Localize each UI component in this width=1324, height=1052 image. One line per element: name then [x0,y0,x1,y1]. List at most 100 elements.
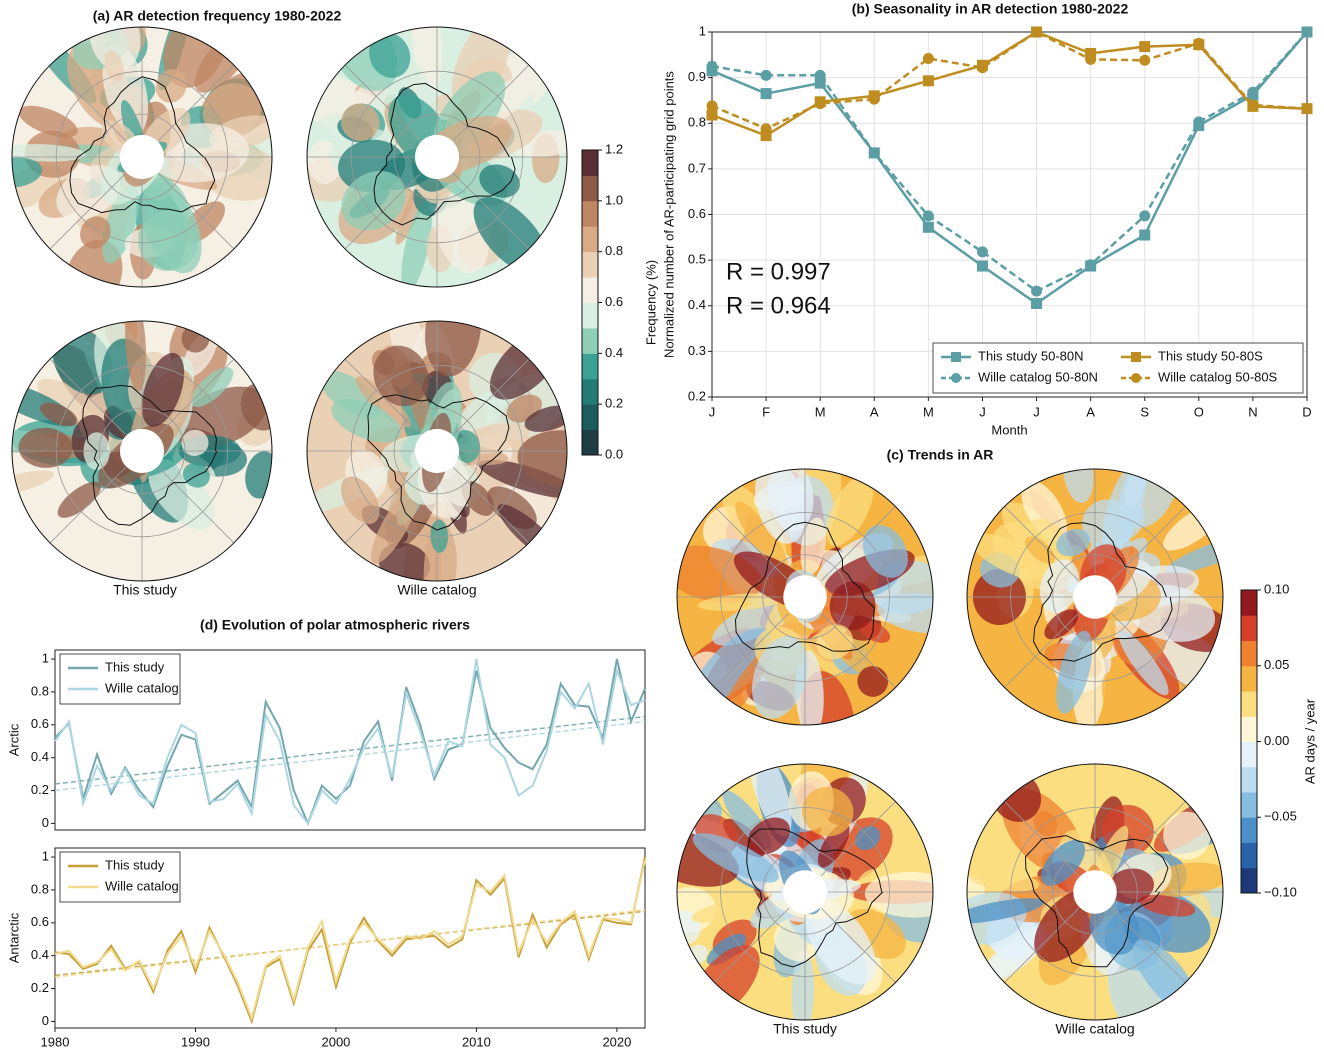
y-tick-label: 0.8 [31,683,49,698]
colorbar-segment [1241,691,1257,717]
map-texture [791,949,814,1020]
map-texture [967,898,1045,924]
map-texture [331,398,401,443]
colorbar-segment [1241,741,1257,768]
map [12,27,272,287]
colorbar-tick-label: 0.05 [1264,657,1289,672]
map-texture [341,170,406,231]
coastline [746,828,884,968]
y-tick-label: 0.7 [688,160,706,175]
marker [760,69,772,81]
marker [1139,41,1151,53]
map-texture [800,517,826,576]
x-tick-label: S [1140,404,1149,419]
coastline [373,82,516,226]
map-texture [12,470,55,496]
x-tick-label: F [762,404,770,419]
colorbar-segment [1241,842,1257,869]
map-meridian [49,467,126,544]
map-texture [1089,899,1140,955]
y-tick-label: 0.2 [688,388,706,403]
map-texture [148,459,215,530]
y-tick-label: 0.4 [31,749,49,764]
map-meridian [453,173,530,250]
y-axis-label: Antarctic [6,912,21,963]
annotation: R = 0.997 [726,258,831,285]
colorbar-segment [582,175,598,202]
x-tick-label: D [1302,404,1311,419]
map-border [966,468,1224,726]
map-texture [1107,868,1154,904]
marker [1139,229,1151,241]
x-tick-label: J [979,404,986,419]
legend-label: This study 50-80N [978,348,1084,363]
map-border [306,320,568,582]
map-texture [104,50,124,82]
x-tick-label: A [1086,404,1095,419]
colorbar-tick-label: 0.8 [605,243,623,258]
legend-marker [1131,352,1141,362]
marker [922,52,934,64]
map-meridian [821,506,896,581]
map-meridian [49,64,126,141]
map-texture [692,833,779,883]
legend-marker [951,373,961,383]
pole-hole [414,134,460,180]
map-texture [817,822,850,868]
colorbar-label: AR days / year [1302,698,1317,784]
colorbar-tick-label: 0.2 [605,396,623,411]
colorbar-tick-label: −0.10 [1264,884,1297,899]
map-meridian [1111,506,1186,581]
map-meridian [453,358,530,435]
map-texture [1163,811,1211,860]
map-meridian [453,467,530,544]
marker [1301,103,1313,115]
panel-label: Wille catalog [397,582,476,598]
map-texture [1025,536,1055,564]
map [967,469,1223,725]
pole-hole [1073,870,1117,914]
marker [1031,285,1043,297]
map-border [11,320,273,582]
map [12,321,272,581]
map-texture [369,32,411,78]
y-tick-label: 0.3 [688,343,706,358]
y-tick-label: 0.2 [31,980,49,995]
colorbar-segment [582,353,598,380]
colorbar-tick-label: 1.2 [605,141,623,156]
map-meridian [1111,613,1186,688]
map-texture [155,68,187,103]
map-texture [412,27,443,93]
x-tick-label: J [1033,404,1040,419]
y-axis-label: Arctic [6,723,21,756]
colorbar-segment [1241,716,1257,742]
colorbar-segment [582,327,598,354]
map-meridian [821,908,896,983]
map-texture [829,581,876,631]
map-texture [141,182,202,274]
series-line [54,856,646,1025]
map-texture [1165,535,1223,574]
marker [1031,297,1043,309]
colorbar-segment [582,150,598,176]
marker [1085,259,1097,271]
colorbar-tick-label: 0.4 [605,345,623,360]
map-texture [93,498,136,529]
series-line [54,860,646,1022]
colorbar-segment [1241,766,1257,793]
map-texture [755,469,806,544]
map-meridian [714,613,789,688]
marker [814,98,826,110]
colorbar-tick-label: 0.6 [605,294,623,309]
map-texture [57,481,101,518]
map-texture [401,201,432,287]
map-texture [190,367,234,408]
map-texture [1101,469,1147,557]
map-texture [859,621,891,643]
colorbar-tick-label: 1.0 [605,192,623,207]
map-texture [1056,630,1093,714]
map [677,764,933,1020]
map-texture [1101,671,1128,723]
marker [1031,26,1043,38]
